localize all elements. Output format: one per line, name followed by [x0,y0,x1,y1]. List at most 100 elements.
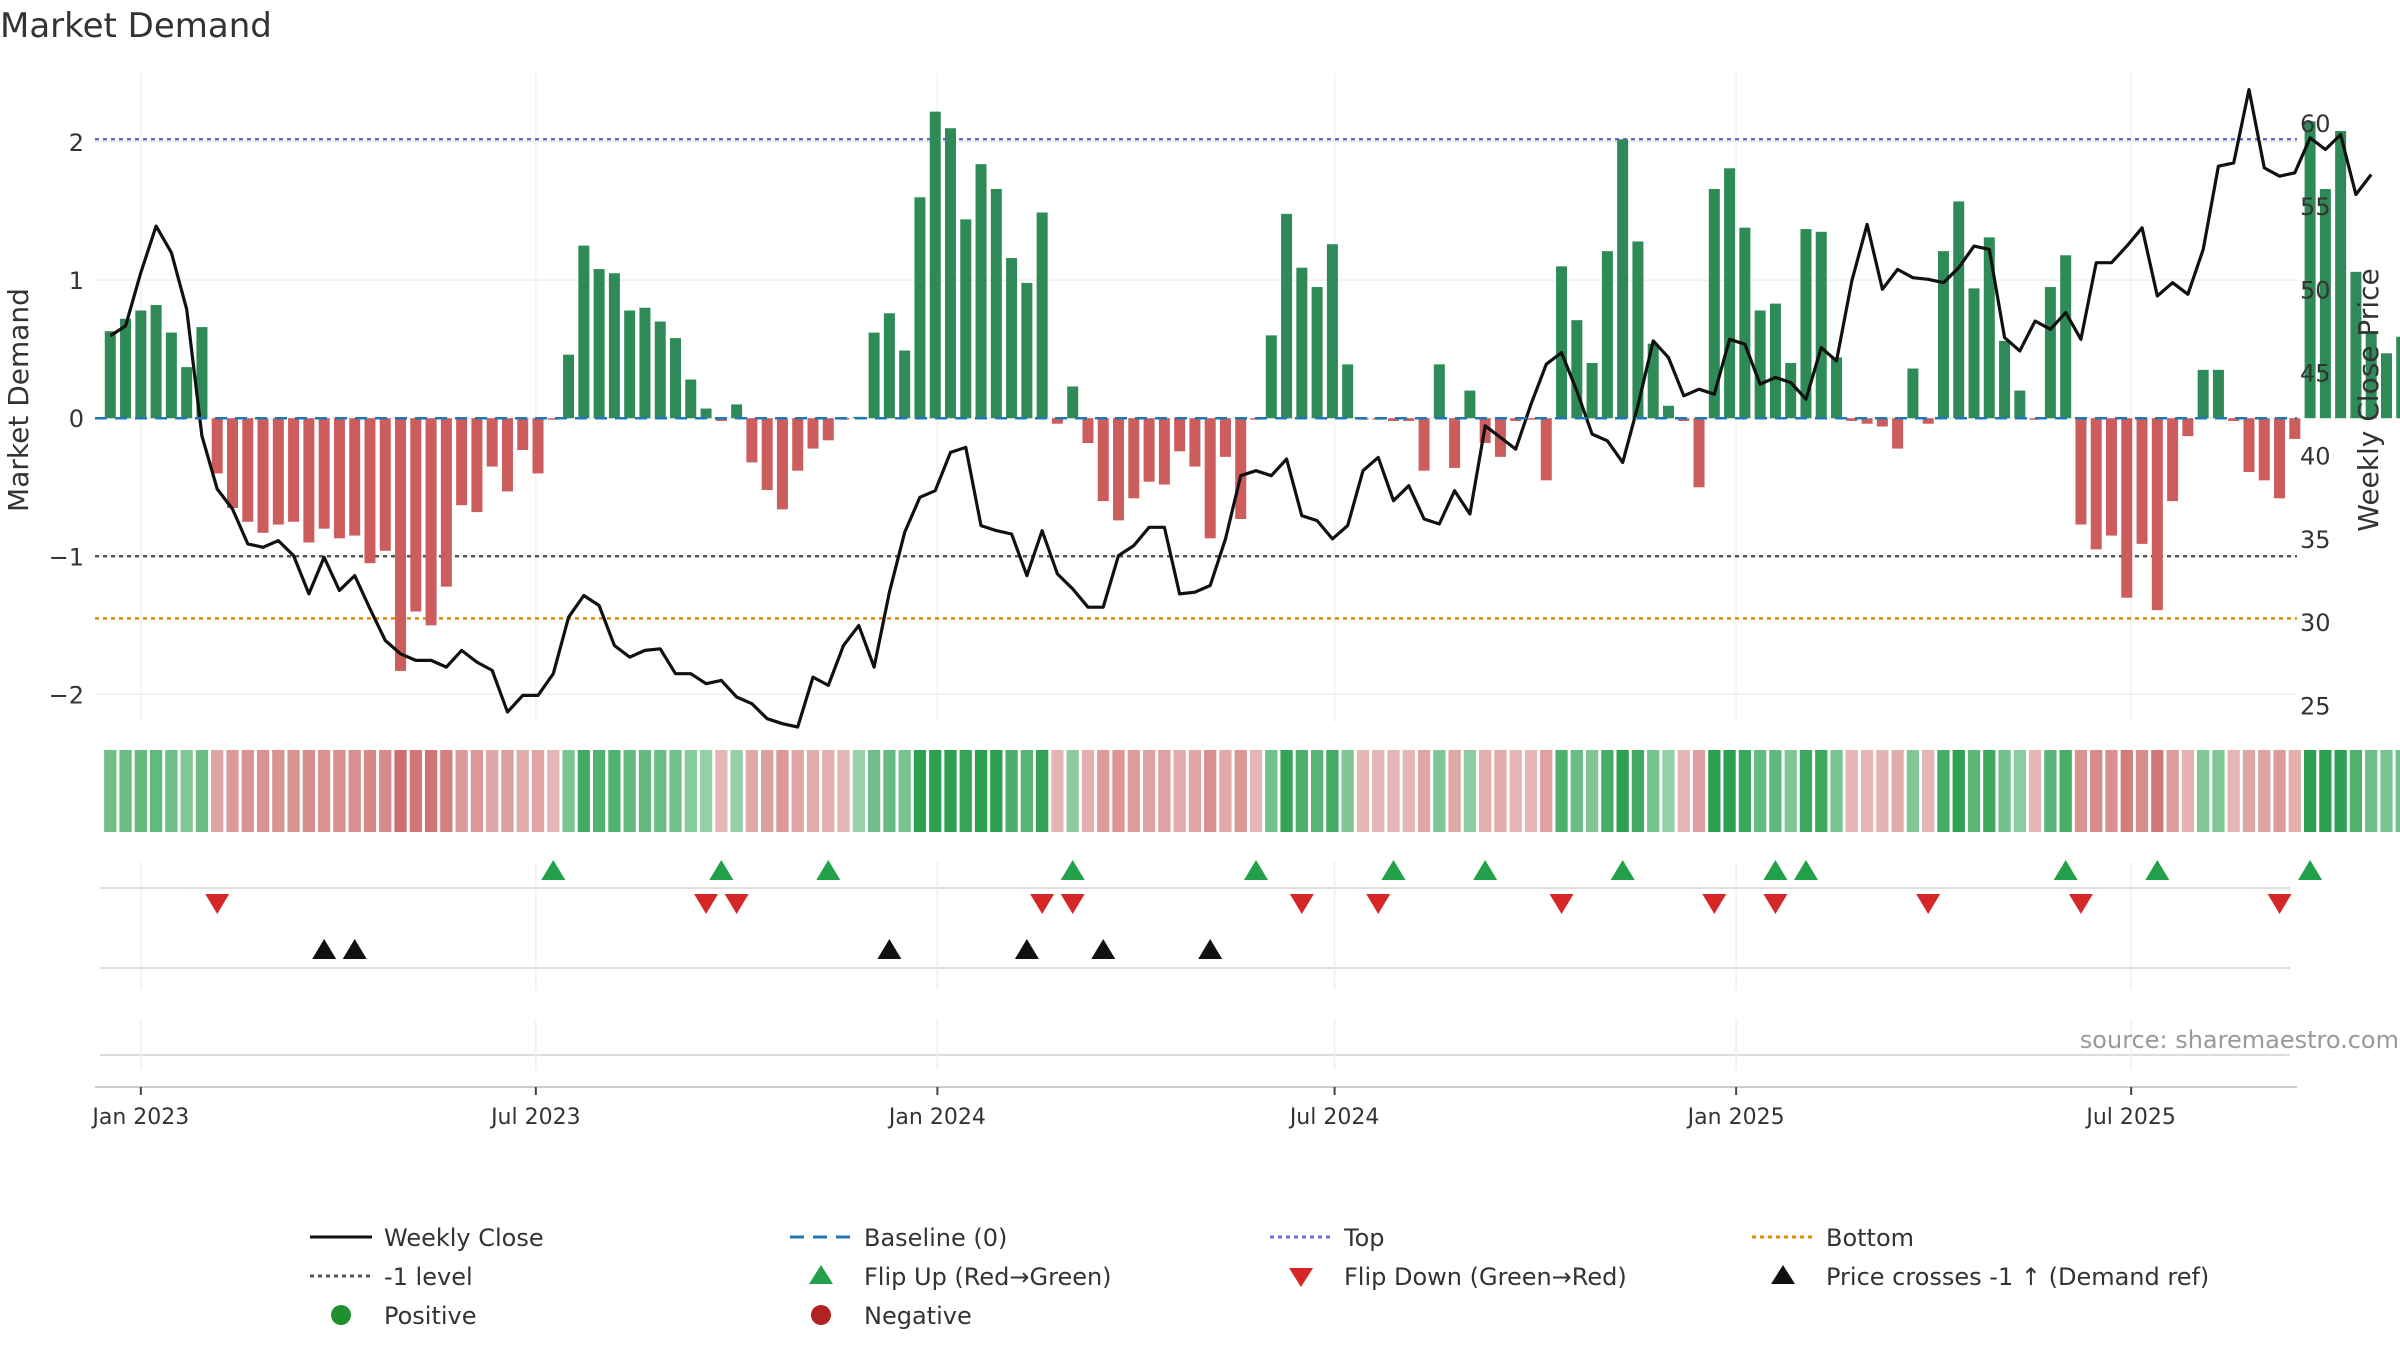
demand-bar [333,418,345,539]
heat-cell [2074,750,2088,832]
demand-bar [181,367,193,419]
demand-bar [2396,336,2400,419]
demand-bar [104,331,116,419]
demand-bar [1983,237,1995,419]
heat-cell [1448,750,1461,832]
demand-bar [2044,287,2056,419]
heat-cell [2273,750,2286,832]
legend-marker [809,1265,833,1284]
demand-bar [226,418,238,508]
heat-cell [1036,750,1049,832]
demand-bar [2304,121,2316,419]
demand-bar [1922,418,1934,424]
heat-cell [1356,750,1370,832]
heat-cell [1616,750,1629,832]
heat-cell [1081,750,1095,832]
y2-tick-label: 25 [2300,692,2331,720]
flip-up-marker [541,860,566,880]
y2-tick-label: 40 [2300,443,2331,471]
heat-cell [1326,750,1339,832]
demand-bar [685,379,697,419]
demand-bar [196,327,208,419]
heat-cell [684,750,697,832]
y-tick-label: 1 [69,267,84,295]
demand-bar [639,307,651,419]
demand-bar [1556,266,1568,419]
heat-cell [1249,750,1263,832]
heat-cell [272,750,285,832]
heat-cell [592,750,606,832]
heat-cell [822,750,835,832]
demand-bar [303,418,315,543]
heat-cell [1555,750,1568,832]
legend-marker [1771,1265,1795,1284]
demand-bar [165,332,177,419]
heat-cell [394,750,407,832]
demand-bar [364,418,376,564]
heat-cell [1891,750,1904,832]
demand-bar [2274,418,2286,499]
heat-cell [1341,750,1354,832]
demand-bar [1342,364,1354,419]
heat-cell [608,750,621,832]
demand-bar [456,418,468,506]
demand-bar [2090,418,2102,550]
heat-cell [2151,750,2164,832]
demand-bar [1265,335,1277,419]
heat-cell [1310,750,1324,832]
demand-bar [792,418,804,471]
heat-cell [1738,750,1751,832]
heat-cell [837,750,850,832]
heat-cell [119,750,132,832]
demand-bar [150,304,162,419]
demand-bar [1785,362,1797,419]
demand-bar [2075,418,2087,525]
heat-cell [1005,750,1018,832]
flip-up-marker [709,860,734,880]
heat-cell [2212,750,2225,832]
demand-bar [318,418,330,529]
demand-bar [257,418,269,533]
heat-cell [379,750,392,832]
demand-bar [1189,418,1201,467]
heat-cell [1601,750,1614,832]
heat-cell [638,750,652,832]
heat-cell [501,750,514,832]
demand-bar [670,338,682,419]
heat-cell [1494,750,1507,832]
heat-cell [898,750,911,832]
heat-cell [424,750,438,832]
demand-bar [1158,418,1170,485]
demand-bar [1846,418,1858,421]
demand-bar [944,128,956,419]
heat-cell [1051,750,1064,832]
heat-cell [730,750,743,832]
demand-bar [2212,369,2224,419]
demand-bar [1311,287,1323,419]
heat-cell [1998,750,2011,832]
heat-cell [409,750,422,832]
heat-cell [241,750,254,832]
price-cross-marker [1014,939,1039,959]
heat-cell [883,750,896,832]
flip-up-marker [2145,860,2170,880]
demand-bar [2243,418,2255,473]
demand-bar [624,310,636,419]
heat-cell [195,750,209,832]
demand-bar [899,350,911,419]
demand-bar [593,269,605,419]
demand-bar [1418,418,1430,471]
flip-down-marker [2068,894,2093,914]
demand-bar [1815,231,1827,419]
heat-cell [1631,750,1645,832]
flip-down-marker [1289,894,1314,914]
demand-bar [1143,418,1155,482]
heat-cell [1677,750,1690,832]
legend-label: Positive [384,1302,477,1330]
demand-bar [410,418,422,612]
demand-bar [120,318,132,419]
heat-cell [2303,750,2317,832]
heat-cell [1295,750,1308,832]
heat-cell [1540,750,1553,832]
heat-cell [654,750,667,832]
